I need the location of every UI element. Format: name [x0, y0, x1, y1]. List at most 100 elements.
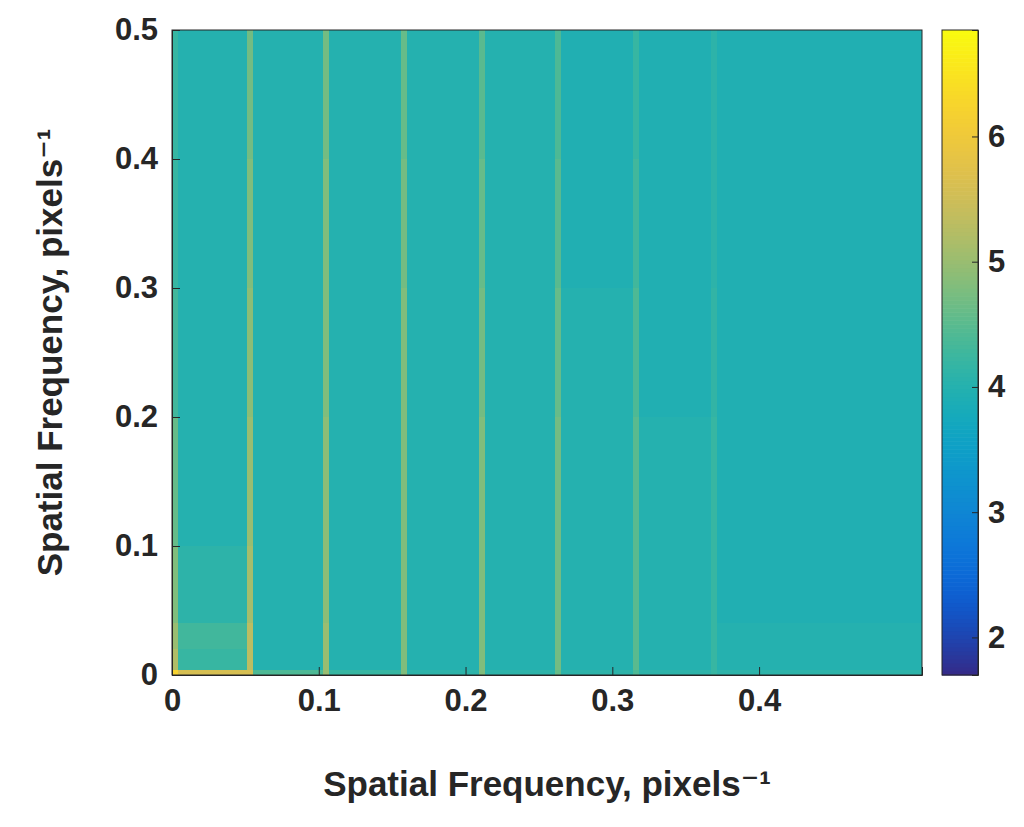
heatmap-cell — [485, 546, 555, 623]
colorbar-swatch — [942, 123, 978, 128]
tick-label: 0.3 — [115, 270, 158, 305]
colorbar-swatch — [942, 582, 978, 587]
colorbar-swatch — [942, 66, 978, 71]
colorbar-swatch — [942, 70, 978, 75]
tick: 4 — [972, 369, 1006, 404]
heatmap-cell — [711, 288, 717, 417]
colorbar-swatch — [942, 381, 978, 386]
heatmap-cell — [178, 417, 247, 546]
colorbar-swatch — [942, 530, 978, 535]
colorbar-swatch — [942, 207, 978, 212]
heatmap-cell — [253, 30, 323, 159]
tick-label: 0.3 — [591, 683, 634, 718]
tick: 5 — [972, 244, 1005, 279]
tick: 3 — [972, 495, 1005, 530]
colorbar-swatch — [942, 590, 978, 595]
colorbar-swatch — [942, 570, 978, 575]
heatmap-cell — [407, 288, 479, 417]
heatmap-cell — [329, 30, 401, 159]
colorbar-swatch — [942, 316, 978, 321]
heatmap-cell — [329, 159, 401, 288]
tick-label: 4 — [988, 369, 1006, 404]
colorbar-swatch — [942, 465, 978, 470]
heatmap-cell — [711, 623, 717, 649]
heatmap-cell — [247, 649, 253, 670]
colorbar-swatch — [942, 606, 978, 611]
heatmap-cell — [711, 159, 717, 288]
heatmap-cell — [485, 159, 555, 288]
colorbar-swatch — [942, 119, 978, 124]
colorbar-swatch — [942, 268, 978, 273]
tick: 0.1 — [115, 528, 180, 563]
colorbar-swatch — [942, 58, 978, 63]
colorbar-swatch — [942, 393, 978, 398]
colorbar-swatch — [942, 340, 978, 345]
colorbar-swatch — [942, 357, 978, 362]
heatmap-cell — [247, 159, 253, 288]
colorbar-swatch — [942, 445, 978, 450]
colorbar-swatch — [942, 619, 978, 624]
colorbar-swatch — [942, 477, 978, 482]
heatmap-cell — [633, 623, 639, 649]
heatmap-cell — [561, 288, 633, 417]
colorbar-swatch — [942, 659, 978, 664]
tick: 0.3 — [115, 270, 180, 305]
colorbar-swatch — [942, 163, 978, 168]
heatmap-cell — [479, 417, 485, 546]
heatmap-cell — [323, 649, 329, 670]
colorbar-swatch — [942, 461, 978, 466]
tick-mark — [972, 387, 978, 388]
colorbar-swatch — [942, 647, 978, 652]
heatmap-cell — [485, 670, 555, 675]
heatmap-cell — [633, 159, 639, 288]
plot-frame — [172, 30, 922, 675]
colorbar-swatch — [942, 631, 978, 636]
colorbar-swatch — [942, 655, 978, 660]
heatmap-cell — [323, 30, 329, 159]
chart: 00.10.20.30.400.10.20.30.40.523456Spatia… — [0, 0, 1024, 827]
colorbar-swatch — [942, 348, 978, 353]
colorbar-swatch — [942, 296, 978, 301]
colorbar-swatch — [942, 228, 978, 233]
heatmap-cell — [711, 546, 717, 623]
colorbar-swatch — [942, 78, 978, 83]
heatmap-cell — [323, 159, 329, 288]
colorbar-swatch — [942, 171, 978, 176]
tick-mark — [972, 512, 978, 513]
heatmap-cell — [323, 670, 329, 675]
colorbar-swatch — [942, 425, 978, 430]
heatmap-cell — [329, 417, 401, 546]
tick-mark — [172, 546, 180, 547]
colorbar-swatch — [942, 272, 978, 277]
colorbar-swatch — [942, 490, 978, 495]
colorbar-swatch — [942, 377, 978, 382]
heatmap-cell — [561, 623, 633, 649]
heatmap-cell — [253, 623, 323, 649]
colorbar-swatch — [942, 199, 978, 204]
heatmap-cell — [561, 649, 633, 670]
colorbar-swatch — [942, 554, 978, 559]
colorbar-swatch — [942, 538, 978, 543]
heatmap-cell — [479, 649, 485, 670]
heatmap-cell — [711, 649, 717, 670]
heatmap-cell — [479, 288, 485, 417]
colorbar-swatch — [942, 244, 978, 249]
heatmap-cell — [247, 288, 253, 417]
colorbar-swatch — [942, 663, 978, 668]
tick-mark — [612, 667, 613, 675]
colorbar-swatch — [942, 602, 978, 607]
tick-label: 0.5 — [115, 12, 158, 47]
colorbar-swatch — [942, 324, 978, 329]
colorbar-swatch — [942, 510, 978, 515]
colorbar-swatch — [942, 90, 978, 95]
colorbar-swatch — [942, 365, 978, 370]
heatmap-cell — [561, 159, 633, 288]
colorbar-swatch — [942, 639, 978, 644]
heatmap-cell — [639, 623, 711, 649]
heatmap-cell — [639, 546, 711, 623]
y-axis-title: Spatial Frequency, pixels⁻¹ — [30, 129, 69, 577]
colorbar-swatch — [942, 353, 978, 358]
colorbar-swatch — [942, 586, 978, 591]
colorbar-swatch — [942, 546, 978, 551]
heatmap-cell — [639, 30, 711, 159]
